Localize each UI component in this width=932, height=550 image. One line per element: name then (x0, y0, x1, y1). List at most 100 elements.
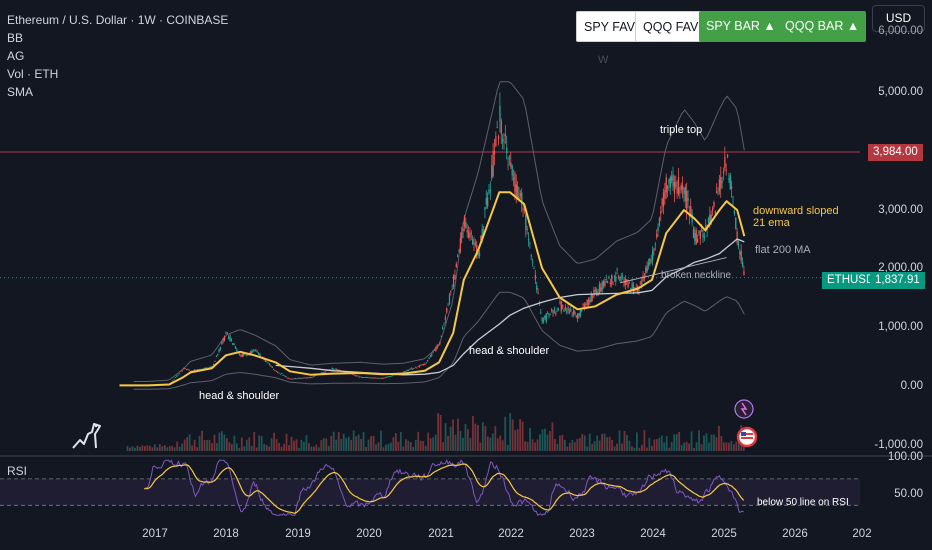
candle-body (382, 377, 384, 379)
volume-bar (166, 447, 169, 451)
volume-bar (486, 436, 489, 451)
qqq-fav-button[interactable]: QQQ FAV (635, 11, 707, 42)
candle-body (311, 377, 313, 379)
candle-body (729, 174, 731, 190)
spy-bar-button[interactable]: SPY BAR ▲ (699, 11, 783, 42)
candle-body (627, 282, 629, 288)
volume-bar (613, 446, 616, 451)
volume-bar (273, 432, 276, 451)
event-icon[interactable] (733, 398, 757, 420)
volume-bar (233, 435, 236, 451)
volume-bar (347, 436, 350, 451)
volume-bar (554, 439, 556, 451)
volume-bar (516, 429, 519, 451)
ema-annotation-line1[interactable]: downward sloped (753, 205, 839, 217)
us-flag-event-icon[interactable] (735, 426, 761, 448)
volume-bar (558, 435, 561, 451)
ma-annotation[interactable]: flat 200 MA (755, 244, 811, 256)
candle-body (451, 289, 453, 291)
volume-bar (176, 441, 179, 451)
symbol-title[interactable]: Ethereum / U.S. Dollar · 1W · COINBASE (7, 13, 229, 27)
tradingview-logo-icon[interactable] (70, 420, 104, 452)
volume-bar (561, 434, 564, 451)
rsi-line (143, 459, 744, 516)
volume-bar (243, 446, 246, 451)
candle-body (551, 309, 553, 311)
candle-body (221, 341, 223, 345)
candle-body (598, 284, 601, 295)
candle-body (687, 197, 689, 202)
candle-body (681, 185, 684, 190)
candle-body (196, 369, 198, 371)
volume-bar (665, 436, 668, 451)
indicator-bb[interactable]: BB (7, 31, 24, 45)
rsi-pane-label[interactable]: RSI (7, 464, 28, 478)
triple-top-annotation[interactable]: triple top (660, 124, 703, 136)
candle-body (686, 191, 688, 212)
volume-bar (275, 439, 278, 451)
candle-body (274, 370, 276, 371)
volume-bar (573, 442, 576, 451)
candle-body (320, 372, 323, 374)
head-shoulder-annotation-right[interactable]: head & shoulder (469, 345, 550, 357)
candle-body (472, 239, 474, 245)
indicator-vol[interactable]: Vol · ETH (7, 67, 59, 81)
candle-body (563, 310, 565, 312)
volume-bar (136, 445, 139, 451)
candle-body (710, 214, 712, 225)
volume-bar (442, 442, 444, 451)
volume-bar (514, 430, 517, 451)
volume-bar (417, 431, 420, 451)
volume-bar (295, 439, 298, 451)
candle-body (506, 147, 508, 154)
candle-body (739, 251, 741, 255)
pane-divider[interactable] (0, 455, 932, 457)
volume-bar (285, 433, 288, 451)
volume-bar (459, 430, 462, 451)
volume-bar (536, 439, 539, 451)
volume-bar (208, 439, 211, 451)
candle-body (245, 354, 248, 356)
currency-selector[interactable]: USD (872, 5, 925, 32)
volume-bar (432, 437, 435, 451)
volume-bar (616, 443, 618, 451)
volume-bar (310, 446, 313, 451)
candle-body (650, 260, 652, 261)
candle-body (379, 377, 381, 379)
candle-body (375, 377, 377, 379)
candle-body (574, 311, 576, 315)
volume-bar (278, 442, 280, 451)
spy-fav-button[interactable]: SPY FAV (576, 11, 643, 42)
neckline-annotation[interactable]: broken neckline (661, 270, 732, 281)
volume-bar (705, 433, 708, 451)
candle-body (210, 366, 212, 369)
candle-body (527, 239, 530, 241)
indicator-sma[interactable]: SMA (7, 85, 34, 99)
ema-annotation-line2[interactable]: 21 ema (753, 217, 790, 229)
candle-body (444, 316, 447, 320)
volume-bar (362, 432, 365, 451)
candle-body (387, 376, 389, 378)
candle-body (203, 368, 205, 369)
volume-bar (178, 446, 181, 451)
candle-body (718, 179, 721, 192)
volume-bar (474, 423, 477, 451)
head-shoulder-annotation-left[interactable]: head & shoulder (199, 390, 280, 402)
rsi-annotation[interactable]: below 50 line on RSI (757, 497, 849, 508)
candle-body (228, 337, 230, 339)
candle-body (582, 304, 584, 306)
indicator-ag[interactable]: AG (7, 49, 25, 63)
candle-body (559, 302, 561, 303)
volume-bar (618, 430, 621, 451)
ema-21-line (119, 191, 746, 387)
volume-bar (608, 436, 611, 451)
volume-bar (357, 434, 360, 451)
candle-body (312, 376, 314, 378)
candle-body (717, 193, 719, 195)
qqq-bar-button[interactable]: QQQ BAR ▲ (778, 11, 867, 42)
candle-body (238, 353, 241, 356)
volume-bar (131, 446, 134, 451)
candle-body (264, 359, 267, 362)
candle-body (293, 378, 295, 380)
